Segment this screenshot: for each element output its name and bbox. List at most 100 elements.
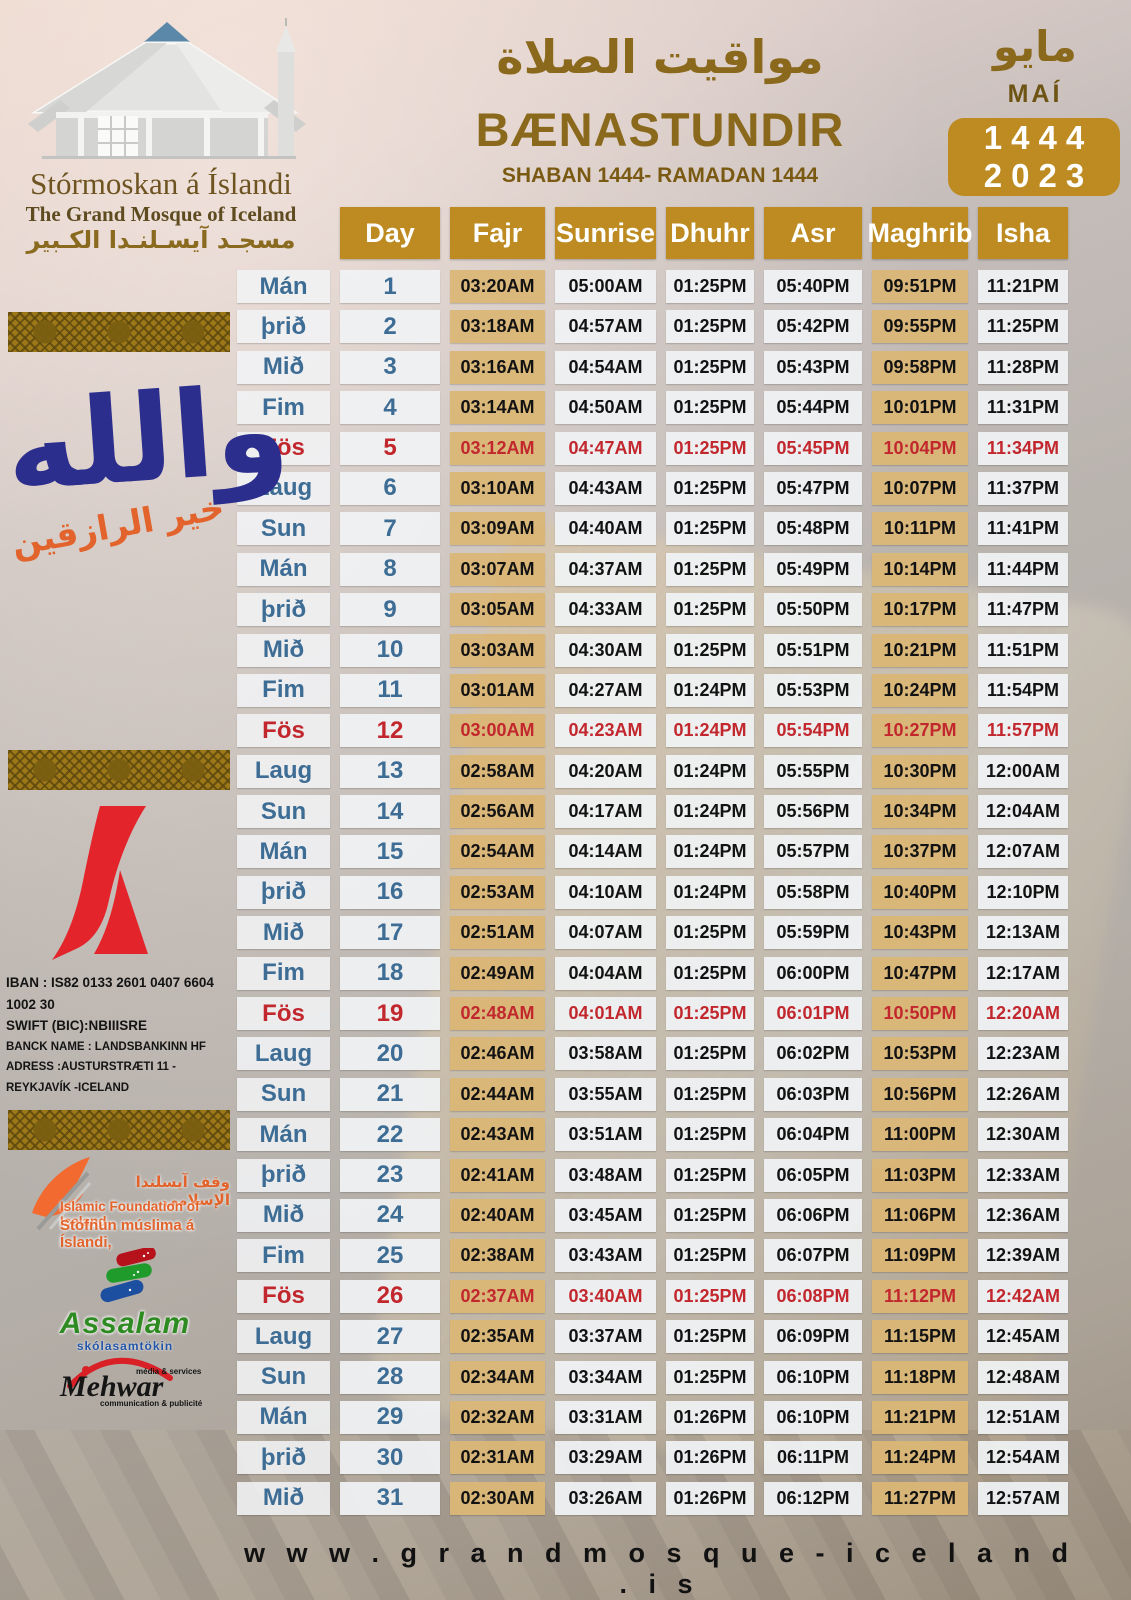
weekday-cell: Mið <box>237 1198 330 1232</box>
day-number-cell: 22 <box>340 1118 440 1152</box>
feather-icon <box>32 1157 92 1231</box>
maghrib-time-cell: 10:53PM <box>872 1037 968 1071</box>
dhuhr-time-cell: 01:25PM <box>666 1360 754 1394</box>
weekday-cell: Fim <box>237 956 330 990</box>
day-number-cell: 26 <box>340 1279 440 1313</box>
day-number-cell: 13 <box>340 754 440 788</box>
maghrib-time-cell: 10:01PM <box>872 391 968 425</box>
assalam-mark-icon <box>100 1246 156 1303</box>
year-badge: 1444 2023 <box>948 118 1120 196</box>
isha-time-cell: 12:23AM <box>978 1037 1068 1071</box>
assalam-tagline: skólasamtökin <box>76 1339 174 1353</box>
weekday-cell: Fös <box>237 997 330 1031</box>
dhuhr-time-cell: 01:25PM <box>666 350 754 384</box>
weekday-cell: Mið <box>237 916 330 950</box>
asr-time-cell: 06:01PM <box>764 997 862 1031</box>
table-row: Fös 5 03:12AM 04:47AM 01:25PM 05:45PM 10… <box>237 431 1097 465</box>
dhuhr-time-cell: 01:25PM <box>666 1198 754 1232</box>
asr-time-cell: 06:02PM <box>764 1037 862 1071</box>
asr-time-cell: 05:40PM <box>764 270 862 303</box>
table-row: Sun 7 03:09AM 04:40AM 01:25PM 05:48PM 10… <box>237 512 1097 546</box>
assalam-logo: Assalam skólasamtökin <box>50 1246 200 1353</box>
foundation-name-english: Islamic Foundation of Iceland <box>60 1199 200 1229</box>
svg-text:Mehwar: Mehwar <box>59 1370 164 1403</box>
isha-time-cell: 12:13AM <box>978 916 1068 950</box>
weekday-cell: Mán <box>237 835 330 869</box>
maghrib-time-cell: 11:18PM <box>872 1360 968 1394</box>
day-number-cell: 19 <box>340 997 440 1031</box>
sunrise-time-cell: 03:34AM <box>555 1360 656 1394</box>
day-number-cell: 10 <box>340 633 440 667</box>
dhuhr-time-cell: 01:25PM <box>666 431 754 465</box>
fajr-time-cell: 03:16AM <box>450 350 545 384</box>
fajr-time-cell: 02:38AM <box>450 1239 545 1273</box>
sunrise-time-cell: 04:10AM <box>555 875 656 909</box>
month-name-arabic: مايو <box>993 22 1077 71</box>
maghrib-time-cell: 09:58PM <box>872 350 968 384</box>
isha-time-cell: 11:47PM <box>978 593 1068 627</box>
dhuhr-time-cell: 01:25PM <box>666 310 754 344</box>
sunrise-time-cell: 04:30AM <box>555 633 656 667</box>
table-row: Laug 27 02:35AM 03:37AM 01:25PM 06:09PM … <box>237 1320 1097 1354</box>
day-number-cell: 25 <box>340 1239 440 1273</box>
column-header-fajr: Fajr <box>450 207 545 259</box>
ornament-band-icon <box>8 312 230 352</box>
maghrib-time-cell: 10:27PM <box>872 714 968 748</box>
asr-time-cell: 05:54PM <box>764 714 862 748</box>
asr-time-cell: 05:56PM <box>764 795 862 829</box>
dhuhr-time-cell: 01:24PM <box>666 754 754 788</box>
maghrib-time-cell: 10:34PM <box>872 795 968 829</box>
isha-time-cell: 12:20AM <box>978 997 1068 1031</box>
maghrib-time-cell: 11:12PM <box>872 1279 968 1313</box>
isha-time-cell: 12:36AM <box>978 1198 1068 1232</box>
fajr-time-cell: 02:54AM <box>450 835 545 869</box>
day-number-cell: 16 <box>340 875 440 909</box>
table-row: þrið 2 03:18AM 04:57AM 01:25PM 05:42PM 0… <box>237 310 1097 344</box>
day-number-cell: 24 <box>340 1198 440 1232</box>
fajr-time-cell: 02:30AM <box>450 1481 545 1515</box>
website-url: w w w . g r a n d m o s q u e - i c e l … <box>243 1538 1076 1599</box>
table-row: Fös 12 03:00AM 04:23AM 01:24PM 05:54PM 1… <box>237 714 1097 748</box>
day-number-cell: 5 <box>340 431 440 465</box>
bank-iban: IBAN : IS82 0133 2601 0407 6604 1002 30 <box>6 975 214 1012</box>
maghrib-time-cell: 10:04PM <box>872 431 968 465</box>
mosque-name-icelandic: Stórmoskan á Íslandi <box>30 166 292 201</box>
fajr-time-cell: 03:18AM <box>450 310 545 344</box>
fajr-time-cell: 03:10AM <box>450 471 545 505</box>
weekday-cell: Mán <box>237 1400 330 1434</box>
weekday-cell: þrið <box>237 875 330 909</box>
column-header-dhuhr: Dhuhr <box>666 207 754 259</box>
mehwar-logo: Mehwar média & services communication & … <box>52 1352 202 1410</box>
fajr-time-cell: 02:41AM <box>450 1158 545 1192</box>
fajr-time-cell: 02:43AM <box>450 1118 545 1152</box>
table-row: Mán 1 03:20AM 05:00AM 01:25PM 05:40PM 09… <box>237 270 1097 303</box>
fajr-time-cell: 03:09AM <box>450 512 545 546</box>
sunrise-time-cell: 04:47AM <box>555 431 656 465</box>
day-number-cell: 1 <box>340 270 440 303</box>
table-row: Laug 20 02:46AM 03:58AM 01:25PM 06:02PM … <box>237 1037 1097 1071</box>
isha-time-cell: 12:39AM <box>978 1239 1068 1273</box>
maghrib-time-cell: 10:21PM <box>872 633 968 667</box>
isha-time-cell: 12:10PM <box>978 875 1068 909</box>
maghrib-time-cell: 11:00PM <box>872 1118 968 1152</box>
weekday-cell: Fös <box>237 431 330 465</box>
mosque-name-arabic: مسجـد آيسـلنـدا الكـبير <box>26 226 296 254</box>
sunrise-time-cell: 03:26AM <box>555 1481 656 1515</box>
asr-time-cell: 06:05PM <box>764 1158 862 1192</box>
dhuhr-time-cell: 01:26PM <box>666 1481 754 1515</box>
dhuhr-time-cell: 01:25PM <box>666 391 754 425</box>
table-row: þrið 9 03:05AM 04:33AM 01:25PM 05:50PM 1… <box>237 593 1097 627</box>
hijri-period-subtitle: SHABAN 1444- RAMADAN 1444 <box>501 164 819 187</box>
maghrib-time-cell: 11:06PM <box>872 1198 968 1232</box>
sunrise-time-cell: 04:27AM <box>555 673 656 707</box>
sunrise-time-cell: 04:50AM <box>555 391 656 425</box>
table-row: þrið 23 02:41AM 03:48AM 01:25PM 06:05PM … <box>237 1158 1097 1192</box>
table-row: Mán 22 02:43AM 03:51AM 01:25PM 06:04PM 1… <box>237 1118 1097 1152</box>
maghrib-time-cell: 09:55PM <box>872 310 968 344</box>
sunrise-time-cell: 03:45AM <box>555 1198 656 1232</box>
fajr-time-cell: 02:37AM <box>450 1279 545 1313</box>
mehwar-tagline-top: média & services <box>136 1367 202 1376</box>
column-header-asr: Asr <box>764 207 862 259</box>
isha-time-cell: 11:44PM <box>978 552 1068 586</box>
